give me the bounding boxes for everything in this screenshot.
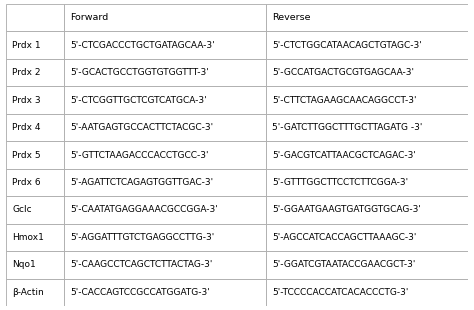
Bar: [266, 114, 468, 141]
Bar: [6, 196, 64, 224]
Text: 5'-CTCGACCCTGCTGATAGCAA-3': 5'-CTCGACCCTGCTGATAGCAA-3': [70, 41, 215, 50]
Text: 5'-AATGAGTGCCACTTCTACGC-3': 5'-AATGAGTGCCACTTCTACGC-3': [70, 123, 213, 132]
Text: 5'-TCCCCACCATCACACCCTG-3': 5'-TCCCCACCATCACACCCTG-3': [272, 288, 408, 297]
Text: Gclc: Gclc: [12, 206, 32, 215]
Text: 5'-AGGATTTGTCTGAGGCCTTG-3': 5'-AGGATTTGTCTGAGGCCTTG-3': [70, 233, 214, 242]
Text: Prdx 2: Prdx 2: [12, 68, 41, 77]
Bar: [64, 59, 266, 86]
Text: Prdx 1: Prdx 1: [12, 41, 41, 50]
Bar: [6, 86, 64, 114]
Text: Reverse: Reverse: [272, 13, 310, 22]
Text: 5'-GATCTTGGCTTTGCTTAGATG -3': 5'-GATCTTGGCTTTGCTTAGATG -3': [272, 123, 422, 132]
Text: Forward: Forward: [70, 13, 108, 22]
Bar: [64, 141, 266, 169]
Text: 5'-AGCCATCACCAGCTTAAAGC-3': 5'-AGCCATCACCAGCTTAAAGC-3': [272, 233, 416, 242]
Text: Prdx 3: Prdx 3: [12, 95, 41, 104]
Text: Prdx 6: Prdx 6: [12, 178, 41, 187]
Bar: [64, 4, 266, 32]
Bar: [6, 59, 64, 86]
Bar: [266, 251, 468, 278]
Text: Prdx 5: Prdx 5: [12, 150, 41, 160]
Bar: [6, 251, 64, 278]
Bar: [6, 169, 64, 196]
Text: 5'-GGAATGAAGTGATGGTGCAG-3': 5'-GGAATGAAGTGATGGTGCAG-3': [272, 206, 421, 215]
Bar: [266, 4, 468, 32]
Text: Nqo1: Nqo1: [12, 260, 36, 269]
Bar: [6, 141, 64, 169]
Text: Hmox1: Hmox1: [12, 233, 44, 242]
Text: 5'-GCACTGCCTGGTGTGGTTT-3': 5'-GCACTGCCTGGTGTGGTTT-3': [70, 68, 209, 77]
Bar: [64, 196, 266, 224]
Bar: [6, 224, 64, 251]
Bar: [64, 251, 266, 278]
Text: 5'-CACCAGTCCGCCATGGATG-3': 5'-CACCAGTCCGCCATGGATG-3': [70, 288, 210, 297]
Bar: [266, 59, 468, 86]
Text: 5'-GTTCTAAGACCCACCTGCC-3': 5'-GTTCTAAGACCCACCTGCC-3': [70, 150, 209, 160]
Text: 5'-GTTTGGCTTCCTCTTCGGA-3': 5'-GTTTGGCTTCCTCTTCGGA-3': [272, 178, 408, 187]
Bar: [266, 141, 468, 169]
Text: 5'-CTTCTAGAAGCAACAGGCCT-3': 5'-CTTCTAGAAGCAACAGGCCT-3': [272, 95, 416, 104]
Text: 5'-CAAGCCTCAGCTCTTACTAG-3': 5'-CAAGCCTCAGCTCTTACTAG-3': [70, 260, 212, 269]
Bar: [64, 86, 266, 114]
Text: 5'-GCCATGACTGCGTGAGCAA-3': 5'-GCCATGACTGCGTGAGCAA-3': [272, 68, 414, 77]
Text: β-Actin: β-Actin: [12, 288, 44, 297]
Bar: [266, 196, 468, 224]
Bar: [6, 32, 64, 59]
Bar: [6, 114, 64, 141]
Bar: [266, 278, 468, 306]
Bar: [64, 32, 266, 59]
Text: 5'-AGATTCTCAGAGTGGTTGAC-3': 5'-AGATTCTCAGAGTGGTTGAC-3': [70, 178, 213, 187]
Bar: [266, 169, 468, 196]
Bar: [266, 224, 468, 251]
Bar: [64, 114, 266, 141]
Text: 5'-GACGTCATTAACGCTCAGAC-3': 5'-GACGTCATTAACGCTCAGAC-3': [272, 150, 416, 160]
Bar: [6, 4, 64, 32]
Bar: [64, 224, 266, 251]
Text: 5'-CTCTGGCATAACAGCTGTAGC-3': 5'-CTCTGGCATAACAGCTGTAGC-3': [272, 41, 421, 50]
Text: 5'-GGATCGTAATACCGAACGCT-3': 5'-GGATCGTAATACCGAACGCT-3': [272, 260, 415, 269]
Text: 5'-CTCGGTTGCTCGTCATGCA-3': 5'-CTCGGTTGCTCGTCATGCA-3': [70, 95, 207, 104]
Bar: [64, 278, 266, 306]
Bar: [266, 32, 468, 59]
Bar: [64, 169, 266, 196]
Text: 5'-CAATATGAGGAAACGCCGGA-3': 5'-CAATATGAGGAAACGCCGGA-3': [70, 206, 218, 215]
Bar: [266, 86, 468, 114]
Bar: [6, 278, 64, 306]
Text: Prdx 4: Prdx 4: [12, 123, 41, 132]
